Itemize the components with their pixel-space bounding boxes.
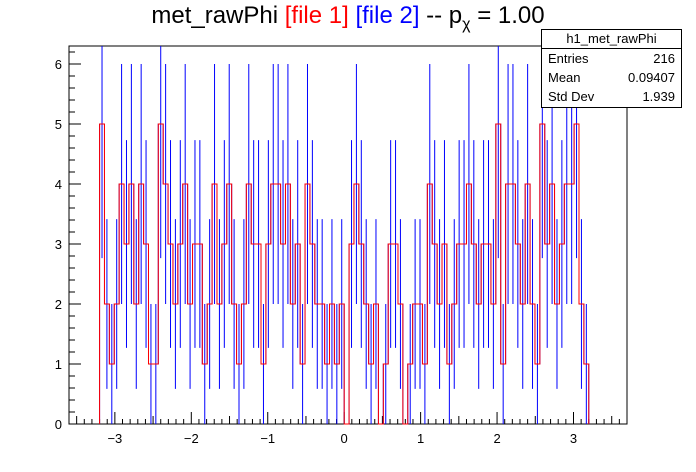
title-prefix: met_rawPhi <box>151 2 285 29</box>
x-tick-label: 3 <box>570 431 577 446</box>
y-tick-label: 3 <box>55 237 62 252</box>
y-tick-label: 1 <box>55 357 62 372</box>
chart-title: met_rawPhi [file 1] [file 2] -- pχ = 1.0… <box>0 2 696 34</box>
x-tick-label: −3 <box>107 431 122 446</box>
stats-mean-label: Mean <box>548 70 581 85</box>
title-p: -- p <box>419 2 463 29</box>
y-tick-label: 4 <box>55 177 62 192</box>
title-file1: [file 1] <box>284 2 349 29</box>
x-tick-label: 2 <box>493 431 500 446</box>
y-tick-label: 0 <box>55 417 62 432</box>
stats-stddev-row: Std Dev 1.939 <box>542 87 681 106</box>
stats-entries-label: Entries <box>548 51 589 66</box>
x-tick-label: 0 <box>341 431 348 446</box>
stats-mean-value: 0.09407 <box>628 70 675 85</box>
x-tick-label: 1 <box>417 431 424 446</box>
y-tick-labels: 0 1 2 3 4 5 6 <box>55 57 62 432</box>
stats-entries-value: 216 <box>653 51 675 66</box>
x-tick-label: −1 <box>260 431 275 446</box>
stats-box: h1_met_rawPhi Entries 216 Mean 0.09407 S… <box>541 29 682 108</box>
series-line <box>99 123 590 425</box>
y-tick-label: 2 <box>55 297 62 312</box>
stats-mean-row: Mean 0.09407 <box>542 68 681 87</box>
stats-entries-row: Entries 216 <box>542 49 681 68</box>
y-tick-label: 6 <box>55 57 62 72</box>
title-value: = 1.00 <box>470 2 545 29</box>
stats-stddev-value: 1.939 <box>642 89 675 104</box>
title-chi: χ <box>462 15 471 33</box>
y-tick-label: 5 <box>55 117 62 132</box>
x-tick-label: −2 <box>184 431 199 446</box>
title-file2: [file 2] <box>355 2 420 29</box>
x-axis-ticks <box>68 412 628 424</box>
y-axis-ticks <box>69 51 81 425</box>
stats-stddev-label: Std Dev <box>548 89 595 104</box>
stats-title: h1_met_rawPhi <box>542 30 681 49</box>
x-tick-labels: −3 −2 −1 0 1 2 3 <box>107 431 577 446</box>
series-file-1 <box>99 123 590 425</box>
